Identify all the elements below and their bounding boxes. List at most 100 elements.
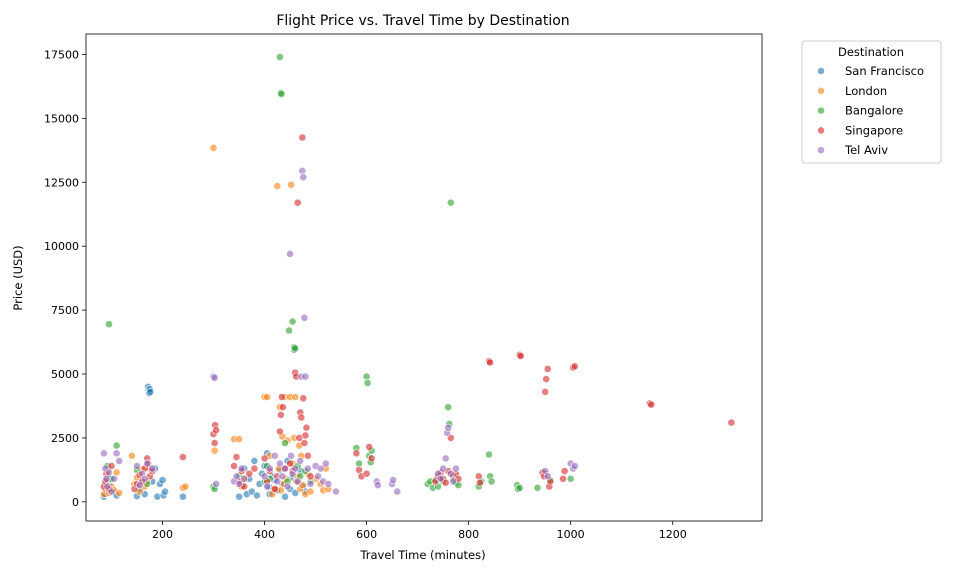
data-point	[302, 423, 311, 432]
data-point	[306, 487, 315, 496]
data-point	[559, 474, 567, 483]
data-point	[210, 373, 219, 382]
data-point	[485, 450, 493, 459]
data-point	[570, 462, 579, 470]
data-point	[436, 474, 445, 483]
data-point	[293, 198, 302, 207]
data-point	[542, 375, 551, 383]
legend-label: San Francisco	[845, 64, 924, 78]
data-point	[446, 469, 455, 478]
data-point	[178, 453, 187, 461]
data-point	[275, 459, 284, 468]
data-point	[516, 352, 525, 360]
y-tick-label: 10000	[44, 240, 79, 253]
data-point	[286, 249, 294, 258]
data-point	[240, 474, 249, 483]
data-point	[451, 464, 460, 473]
data-point	[209, 143, 218, 152]
y-axis: 0 2500 5000 7500 10000 12500 15000 17500	[44, 48, 86, 509]
data-point	[541, 387, 550, 396]
data-point	[293, 477, 302, 486]
legend-label: Tel Aviv	[844, 143, 888, 157]
data-point	[299, 173, 308, 182]
data-point	[286, 459, 294, 468]
data-point	[281, 439, 289, 447]
data-point	[324, 479, 333, 488]
data-point	[362, 469, 371, 478]
x-tick-label: 200	[152, 528, 173, 541]
y-tick-label: 15000	[44, 112, 79, 125]
data-point	[210, 446, 219, 455]
data-point	[352, 449, 361, 458]
data-point	[212, 426, 220, 435]
data-point	[107, 487, 116, 496]
data-point	[487, 477, 496, 486]
data-point	[306, 472, 315, 481]
data-point	[230, 462, 238, 470]
x-axis: 200 400 600 800 1000 1200	[152, 521, 687, 541]
data-point	[362, 372, 371, 381]
x-tick-label: 400	[254, 528, 275, 541]
data-point	[235, 479, 243, 488]
data-point	[112, 441, 121, 450]
data-point	[283, 482, 292, 491]
data-point	[115, 456, 124, 465]
data-point	[148, 464, 157, 473]
data-point	[301, 372, 310, 381]
data-point	[373, 481, 382, 490]
data-point	[285, 326, 293, 335]
data-point	[181, 482, 190, 491]
data-point	[265, 464, 274, 473]
data-point	[543, 472, 552, 481]
data-point	[444, 403, 453, 412]
y-tick-label: 17500	[44, 48, 79, 61]
data-point	[365, 442, 374, 451]
data-point	[474, 472, 483, 481]
data-point	[306, 479, 315, 488]
y-tick-label: 5000	[51, 368, 79, 381]
y-tick-label: 0	[72, 496, 79, 509]
data-point	[252, 491, 261, 500]
data-point	[276, 410, 285, 419]
legend-marker	[817, 106, 825, 115]
data-point	[299, 394, 308, 403]
data-point	[291, 464, 300, 473]
chart-title: Flight Price vs. Travel Time by Destinat…	[276, 13, 569, 29]
data-point	[263, 393, 271, 401]
data-point	[281, 492, 289, 501]
data-point	[250, 456, 259, 465]
data-point	[250, 464, 259, 473]
data-point	[389, 476, 397, 484]
data-point	[543, 364, 552, 373]
data-point	[566, 474, 575, 483]
data-point	[291, 393, 300, 401]
y-axis-label: Price (USD)	[11, 245, 25, 310]
data-point	[439, 464, 447, 473]
data-point	[277, 393, 286, 401]
data-point	[298, 166, 307, 175]
x-tick-label: 600	[356, 528, 377, 541]
legend-marker	[817, 126, 825, 135]
data-point	[332, 487, 340, 496]
series-2	[102, 53, 575, 493]
data-point	[161, 487, 169, 496]
data-point	[647, 400, 656, 409]
data-point	[301, 431, 310, 440]
data-point	[212, 479, 220, 488]
legend-title: Destination	[838, 45, 904, 59]
data-point	[281, 464, 289, 473]
data-point	[140, 474, 149, 483]
data-point	[270, 451, 279, 460]
data-point	[300, 439, 309, 447]
series-3	[100, 133, 736, 493]
data-point	[235, 435, 243, 444]
x-axis-label: Travel Time (minutes)	[359, 548, 485, 562]
legend-label: London	[845, 84, 887, 98]
data-point	[103, 482, 112, 491]
y-tick-label: 2500	[51, 432, 79, 445]
legend-label: Bangalore	[845, 104, 903, 118]
series-4	[100, 166, 579, 496]
data-point	[100, 449, 108, 458]
data-point	[210, 439, 219, 447]
